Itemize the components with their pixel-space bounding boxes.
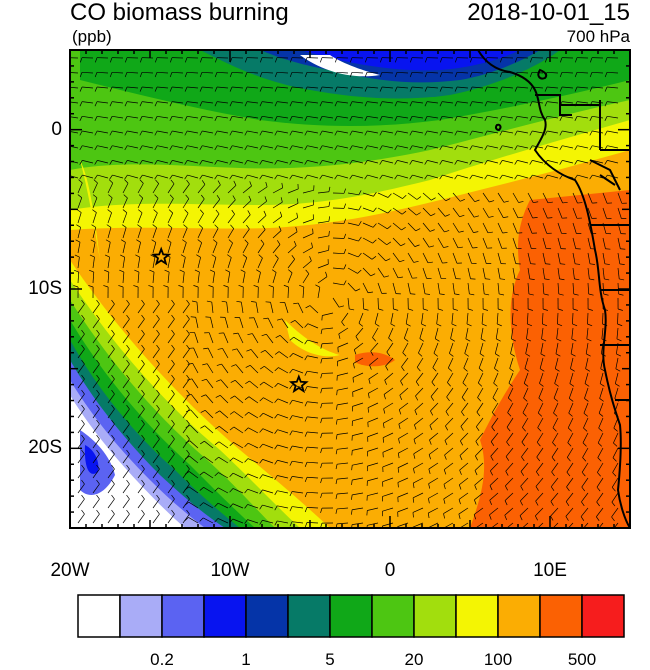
wind-barb-flag	[596, 532, 599, 536]
wind-barb-flag	[65, 160, 68, 164]
wind-barb-flag	[459, 529, 460, 534]
wind-barb-flag	[550, 531, 552, 535]
colorbar-swatch	[540, 595, 582, 637]
y-tick-label: 0	[2, 120, 62, 140]
colorbar-swatch	[372, 595, 414, 637]
wind-barb-flag	[474, 529, 475, 534]
colorbar	[78, 595, 624, 637]
colorbar-label: 0.2	[137, 650, 187, 670]
wind-barb-flag	[535, 531, 537, 536]
colorbar-swatch	[204, 595, 246, 637]
wind-barb-flag	[611, 532, 614, 536]
colorbar-swatch	[582, 595, 624, 637]
wind-barb-flag	[65, 58, 67, 63]
colorbar-swatch	[498, 595, 540, 637]
colorbar-swatch	[162, 595, 204, 637]
y-tick-label: 20S	[2, 438, 62, 458]
wind-barb-flag	[65, 116, 67, 120]
wind-barb-flag	[577, 203, 582, 204]
colorbar-swatch	[330, 595, 372, 637]
x-tick-label: 0	[360, 561, 420, 581]
wind-barb-flag	[65, 175, 68, 179]
wind-barb-flag	[65, 102, 67, 107]
colorbar-swatch	[414, 595, 456, 637]
x-tick-label: 10E	[520, 561, 580, 581]
wind-barb-flag	[443, 528, 444, 533]
wind-barb-flag	[566, 531, 568, 535]
colorbar-swatch	[288, 595, 330, 637]
colorbar-label: 100	[473, 650, 523, 670]
wind-barb-flag	[65, 87, 67, 92]
colorbar-label: 500	[557, 650, 607, 670]
colorbar-swatch	[456, 595, 498, 637]
x-tick-label: 10W	[200, 561, 260, 581]
colorbar-swatch	[78, 595, 120, 637]
wind-barb-flag	[520, 530, 522, 535]
wind-barb-flag	[65, 146, 68, 150]
colorbar-label: 1	[221, 650, 271, 670]
colorbar-label: 5	[305, 650, 355, 670]
colorbar-swatch	[246, 595, 288, 637]
x-tick-label: 20W	[40, 561, 100, 581]
wind-barb-flag	[581, 531, 584, 535]
colorbar-swatch	[120, 595, 162, 637]
wind-barb-flag	[65, 72, 67, 77]
colorbar-label: 20	[389, 650, 439, 670]
wind-barb-flag	[489, 530, 491, 535]
y-tick-label: 10S	[2, 279, 62, 299]
wind-barb-flag	[65, 131, 67, 135]
wind-barb-flag	[504, 530, 506, 535]
